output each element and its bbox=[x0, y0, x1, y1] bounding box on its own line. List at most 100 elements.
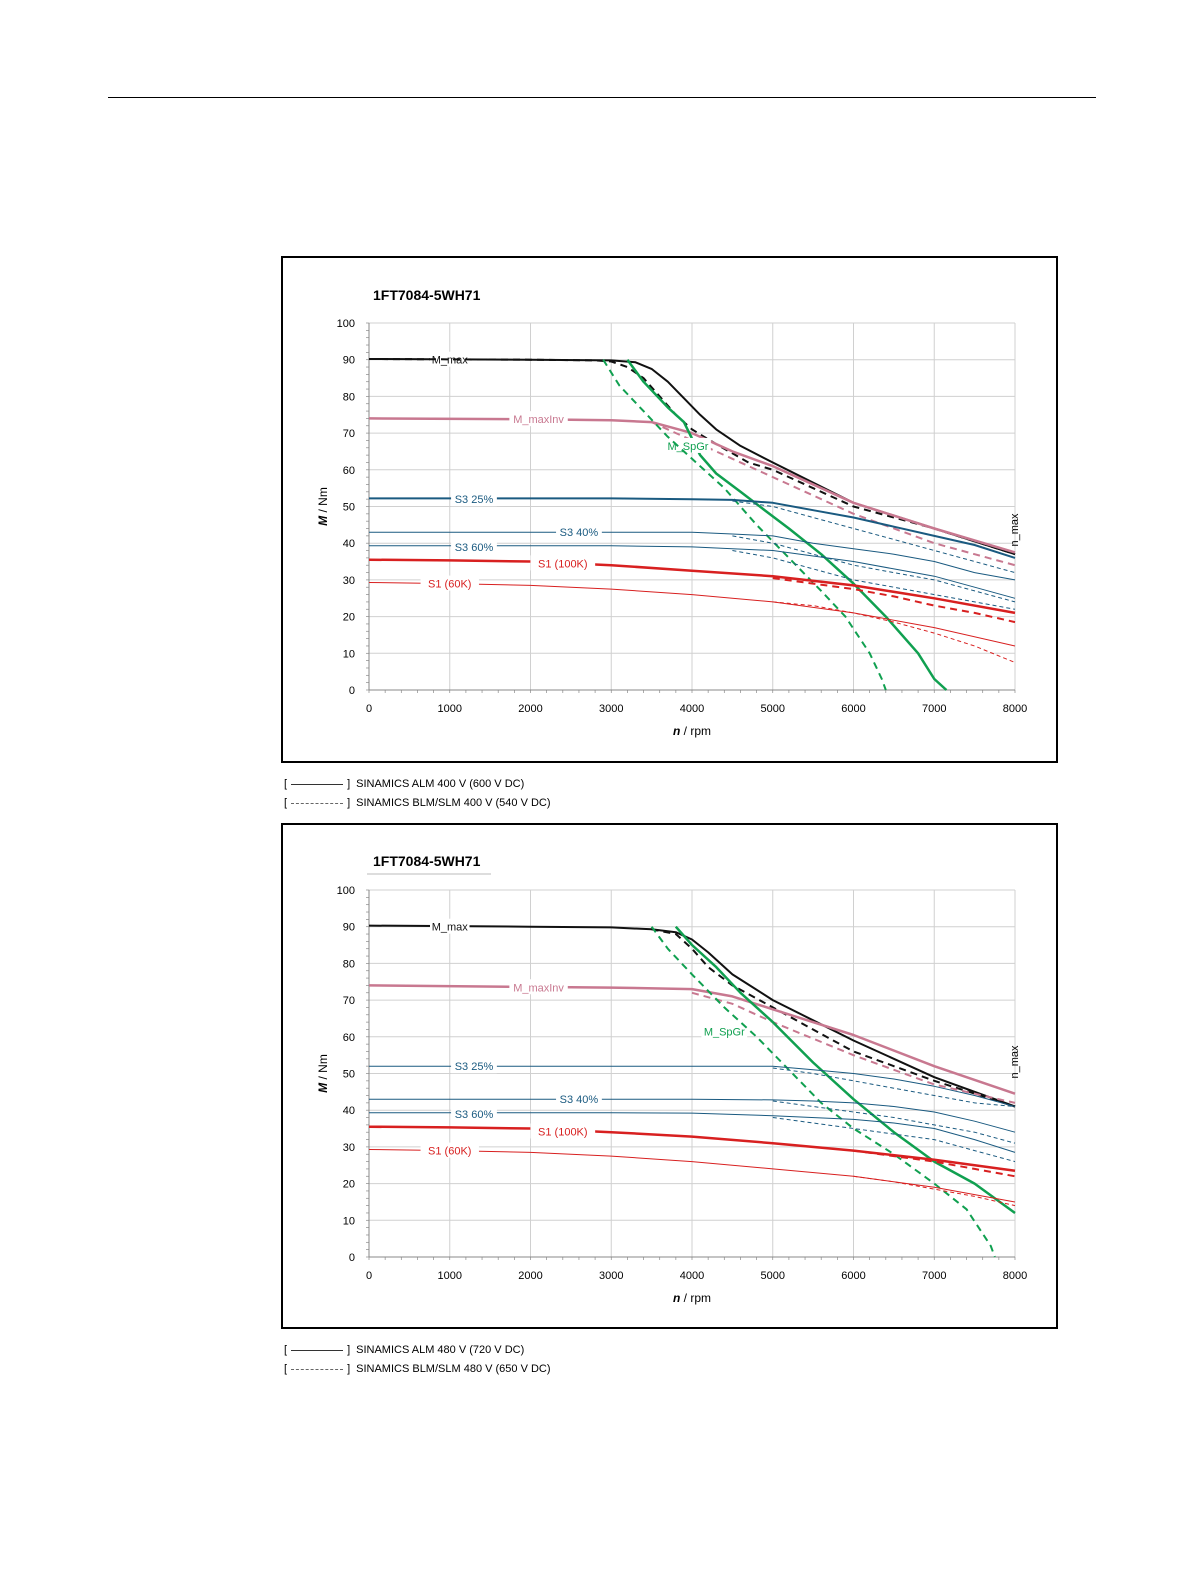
series-line-m-maxinv bbox=[368, 417, 1016, 554]
series-line-s3-60- bbox=[369, 545, 1016, 599]
x-tick-label: 3000 bbox=[599, 1270, 623, 1282]
y-tick-label: 40 bbox=[343, 1105, 355, 1117]
series-line-s3-60- bbox=[369, 1112, 1016, 1153]
legend-text: SINAMICS BLM/SLM 400 V (540 V DC) bbox=[356, 797, 551, 809]
y-tick-label: 70 bbox=[343, 995, 355, 1007]
series-label: M_maxInv bbox=[513, 414, 564, 426]
series-line-s3-60-blm-slm- bbox=[772, 1117, 1016, 1163]
y-tick-label: 70 bbox=[343, 428, 355, 440]
y-tick-label: 0 bbox=[349, 685, 355, 697]
x-tick-label: 5000 bbox=[761, 703, 785, 715]
series-label: S3 60% bbox=[455, 1109, 494, 1121]
legend-text: SINAMICS ALM 480 V (720 V DC) bbox=[356, 1344, 525, 1356]
series-line-s3-40-blm-slm- bbox=[732, 535, 1016, 603]
series-line-s3-40-blm-slm- bbox=[772, 1100, 1016, 1144]
series-label: M_SpGr bbox=[704, 1026, 745, 1038]
series-label: M_max bbox=[432, 355, 469, 367]
legend-top-dashed: [ ] SINAMICS BLM/SLM 400 V (540 V DC) bbox=[284, 797, 551, 809]
y-tick-label: 30 bbox=[343, 575, 355, 587]
legend-top-solid: [ ] SINAMICS ALM 400 V (600 V DC) bbox=[284, 778, 524, 790]
x-tick-label: 8000 bbox=[1003, 703, 1027, 715]
y-tick-label: 50 bbox=[343, 502, 355, 514]
y-tick-label: 20 bbox=[343, 1179, 355, 1191]
series-line-s3-25- bbox=[369, 497, 1016, 559]
series-label: S3 25% bbox=[455, 494, 494, 506]
series-line-m-max bbox=[368, 924, 1016, 1108]
series-label-bg bbox=[530, 555, 596, 571]
x-tick-label: 2000 bbox=[518, 1270, 542, 1282]
series-label-bg bbox=[701, 1023, 748, 1039]
legend-bottom-dashed: [ ] SINAMICS BLM/SLM 480 V (650 V DC) bbox=[284, 1363, 551, 1375]
series-label: M_max bbox=[432, 922, 469, 934]
x-tick-label: 0 bbox=[366, 1270, 372, 1282]
chart-title: 1FT7084-5WH71 bbox=[373, 287, 481, 303]
series-label: S3 25% bbox=[455, 1061, 494, 1073]
series-line-s1-100k-blm-slm- bbox=[772, 577, 1016, 624]
legend-bracket-open: [ bbox=[284, 1344, 288, 1356]
solid-line-swatch bbox=[291, 1349, 344, 1351]
series-label-bg bbox=[451, 1105, 497, 1121]
legend-text: SINAMICS ALM 400 V (600 V DC) bbox=[356, 778, 525, 790]
series-label-bg bbox=[430, 918, 470, 934]
n-max-label: n_max bbox=[1009, 1045, 1021, 1079]
header-rule bbox=[108, 97, 1096, 98]
series-label-bg bbox=[451, 1058, 497, 1074]
y-tick-label: 60 bbox=[343, 465, 355, 477]
legend-bracket-close: ] bbox=[347, 797, 351, 809]
n-max-label: n_max bbox=[1009, 513, 1021, 547]
y-tick-label: 60 bbox=[343, 1032, 355, 1044]
series-label: S3 40% bbox=[560, 1094, 599, 1106]
legend-bracket-open: [ bbox=[284, 1363, 288, 1375]
series-label: S1 (60K) bbox=[428, 579, 471, 591]
y-tick-label: 90 bbox=[343, 355, 355, 367]
y-tick-label: 0 bbox=[349, 1252, 355, 1264]
x-tick-label: 5000 bbox=[761, 1270, 785, 1282]
series-label-bg bbox=[451, 491, 497, 507]
x-tick-label: 3000 bbox=[599, 703, 623, 715]
series-line-m-maxinv-blm-slm- bbox=[651, 421, 1016, 567]
series-line-s3-60-blm-slm- bbox=[732, 550, 1016, 610]
x-tick-label: 1000 bbox=[438, 703, 462, 715]
series-label: S3 60% bbox=[455, 542, 494, 554]
series-label-bg bbox=[556, 524, 602, 540]
series-line-m-spgr-blm-slm- bbox=[602, 359, 887, 691]
x-axis-label: n / rpm bbox=[673, 724, 711, 738]
series-label-bg bbox=[420, 1142, 479, 1158]
legend-bracket-open: [ bbox=[284, 778, 288, 790]
series-label: M_SpGr bbox=[667, 441, 708, 453]
legend-bracket-open: [ bbox=[284, 797, 288, 809]
series-line-s3-25- bbox=[369, 1065, 1016, 1107]
series-label-bg bbox=[420, 575, 479, 591]
series-line-s1-100k- bbox=[368, 1125, 1016, 1173]
y-tick-label: 100 bbox=[337, 318, 355, 330]
series-label: S1 (100K) bbox=[538, 558, 588, 570]
series-line-m-max-blm-slm- bbox=[651, 928, 1016, 1108]
x-tick-label: 8000 bbox=[1003, 1270, 1027, 1282]
chart-frame bbox=[281, 823, 1058, 1329]
series-label: M_maxInv bbox=[513, 982, 564, 994]
chart-title: 1FT7084-5WH71 bbox=[373, 853, 481, 869]
legend-bracket-close: ] bbox=[347, 1344, 351, 1356]
y-tick-label: 30 bbox=[343, 1142, 355, 1154]
chart-frame bbox=[281, 256, 1058, 763]
y-tick-label: 50 bbox=[343, 1069, 355, 1081]
solid-line-swatch bbox=[291, 783, 344, 785]
x-tick-label: 6000 bbox=[841, 703, 865, 715]
series-label-bg bbox=[430, 351, 470, 367]
series-label: S1 (60K) bbox=[428, 1146, 471, 1158]
x-tick-label: 2000 bbox=[518, 703, 542, 715]
series-line-s1-100k-blm-slm- bbox=[853, 1149, 1016, 1178]
legend-bracket-close: ] bbox=[347, 1363, 351, 1375]
series-label-bg bbox=[556, 1091, 602, 1107]
y-tick-label: 20 bbox=[343, 612, 355, 624]
dashed-line-swatch bbox=[291, 1368, 344, 1370]
y-axis-label: M / Nm bbox=[316, 1054, 330, 1093]
y-tick-label: 10 bbox=[343, 648, 355, 660]
y-tick-label: 90 bbox=[343, 922, 355, 934]
series-line-m-spgr bbox=[626, 358, 948, 691]
y-axis-label: M / Nm bbox=[316, 487, 330, 526]
x-tick-label: 6000 bbox=[841, 1270, 865, 1282]
